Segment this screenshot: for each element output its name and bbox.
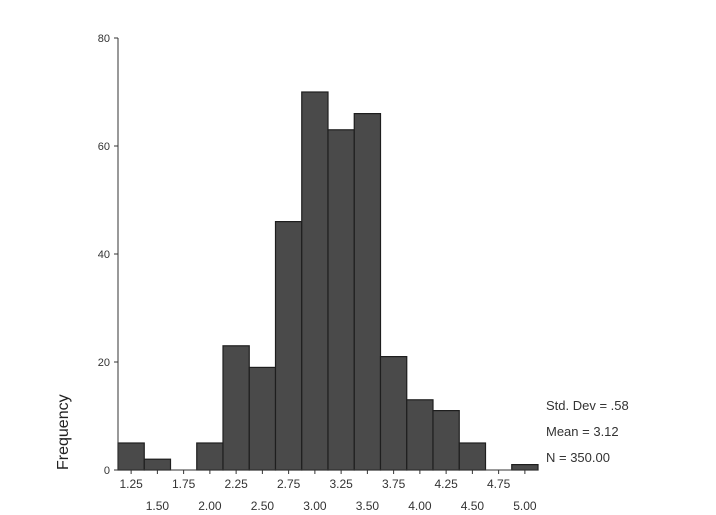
- histogram-bar: [117, 442, 145, 471]
- y-axis-label: Frequency: [55, 394, 72, 470]
- x-tick-label: 2.75: [277, 477, 301, 491]
- histogram-bar: [432, 410, 460, 471]
- labels-group: 0 20 40 60 80 1.25 1.75 2.25 2.75 3.25 3.75 4.25 4.7…: [98, 33, 537, 513]
- y-tick-label: 40: [98, 249, 110, 261]
- x-tick-label: 3.75: [382, 477, 406, 491]
- histogram-bar: [327, 129, 355, 471]
- x-tick-label: 4.25: [434, 477, 458, 491]
- y-tick-label: 60: [98, 141, 110, 153]
- y-tick-label: 0: [104, 465, 110, 477]
- x-tick-label: 1.50: [146, 499, 170, 513]
- histogram-bar: [458, 442, 487, 471]
- axes-group: [114, 37, 538, 474]
- x-tick-label: 5.00: [513, 499, 537, 513]
- histogram-bar: [248, 366, 277, 471]
- histogram-bar: [143, 458, 172, 471]
- n-label: N = 350.00: [546, 450, 610, 465]
- x-tick-label: 3.50: [356, 499, 380, 513]
- x-tick-label: 4.00: [408, 499, 432, 513]
- x-tick-label: 2.25: [224, 477, 248, 491]
- mean-label: Mean = 3.12: [546, 424, 619, 439]
- histogram-bar: [353, 112, 382, 471]
- x-tick-label: 4.50: [461, 499, 485, 513]
- histogram-bar: [301, 91, 329, 471]
- x-tick-label: 1.25: [119, 477, 143, 491]
- histogram-bar: [406, 399, 434, 471]
- histogram-bar: [379, 356, 408, 471]
- bars-group: [117, 91, 539, 471]
- histogram-bar: [196, 442, 224, 471]
- histogram-bar: [274, 221, 303, 471]
- x-tick-label: 2.00: [198, 499, 222, 513]
- x-tick-label: 3.00: [303, 499, 327, 513]
- x-tick-label: 4.75: [487, 477, 511, 491]
- x-tick-label: 1.75: [172, 477, 196, 491]
- histogram-bar: [222, 345, 250, 471]
- x-tick-label: 3.25: [329, 477, 353, 491]
- histogram-bar: [511, 464, 539, 471]
- x-tick-label: 2.50: [251, 499, 275, 513]
- y-tick-label: 20: [98, 357, 110, 369]
- std-dev-label: Std. Dev = .58: [546, 398, 629, 413]
- y-tick-label: 80: [98, 33, 110, 45]
